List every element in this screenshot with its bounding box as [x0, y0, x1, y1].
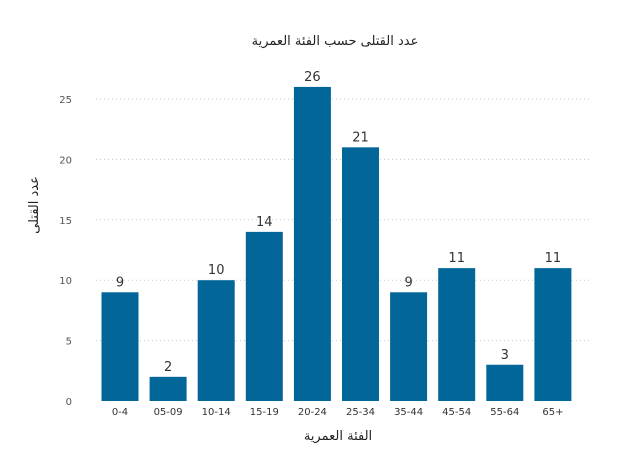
data-label: 11 — [545, 251, 562, 266]
data-label: 2 — [164, 360, 172, 375]
y-tick-label: 25 — [59, 95, 72, 106]
x-tick-label: 65+ — [542, 407, 563, 418]
y-tick-label: 0 — [66, 397, 72, 408]
bar — [534, 268, 572, 401]
bars — [101, 86, 572, 402]
data-label: 9 — [116, 275, 124, 290]
bar — [197, 280, 235, 401]
y-tick-label: 10 — [59, 276, 72, 287]
y-tick-label: 5 — [66, 337, 72, 348]
y-tick-label: 15 — [59, 216, 72, 227]
x-axis-ticks: 0-4 05-09 10-14 15-19 20-24 25-34 35-44 45-54 55… — [112, 407, 564, 418]
x-tick-label: 35-44 — [394, 407, 423, 418]
bar — [149, 376, 187, 401]
bar — [390, 292, 428, 401]
x-tick-label: 05-09 — [154, 407, 183, 418]
x-axis-title: الفئة العمرية — [304, 429, 372, 444]
bar — [438, 268, 476, 401]
bar — [245, 231, 283, 401]
chart-title: عدد القتلى حسب الفئة العمرية — [252, 34, 419, 49]
bar — [342, 147, 379, 401]
bar — [101, 292, 139, 401]
y-axis-title: عدد القتلى — [27, 176, 42, 234]
data-label: 9 — [404, 275, 412, 290]
data-labels: 9 2 10 14 26 21 9 11 3 11 — [116, 70, 561, 375]
x-tick-label: 10-14 — [202, 407, 231, 418]
data-label: 14 — [256, 215, 273, 230]
y-tick-label: 20 — [59, 155, 72, 166]
x-tick-label: 55-64 — [490, 407, 519, 418]
x-tick-label: 25-34 — [346, 407, 375, 418]
data-label: 21 — [352, 130, 369, 145]
x-tick-label: 15-19 — [250, 407, 279, 418]
y-axis-ticks: 0 5 10 15 20 25 — [59, 95, 72, 408]
bar — [293, 86, 331, 402]
data-label: 11 — [448, 251, 465, 266]
x-tick-label: 0-4 — [112, 407, 128, 418]
x-tick-label: 45-54 — [442, 407, 471, 418]
data-label: 3 — [501, 348, 509, 363]
data-label: 10 — [208, 263, 225, 278]
bar — [486, 364, 524, 401]
data-label: 26 — [304, 70, 321, 85]
x-tick-label: 20-24 — [298, 407, 327, 418]
